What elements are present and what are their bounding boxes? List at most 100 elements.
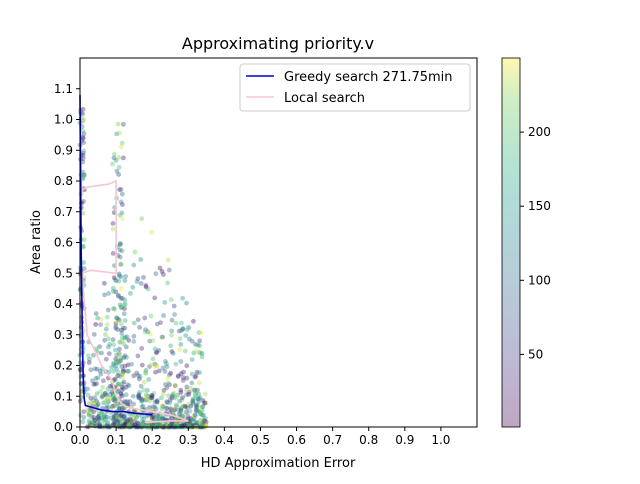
scatter-point xyxy=(166,393,171,399)
scatter-point xyxy=(168,422,174,428)
scatter-point xyxy=(119,248,125,254)
scatter-point xyxy=(127,422,133,428)
scatter-point xyxy=(85,386,90,392)
scatter-point xyxy=(88,420,94,426)
scatter-point xyxy=(128,417,134,423)
scatter-point xyxy=(186,325,192,330)
scatter-point xyxy=(137,325,143,330)
scatter-point xyxy=(143,370,148,375)
scatter-point xyxy=(155,414,161,420)
scatter-point xyxy=(178,408,184,414)
scatter-point xyxy=(170,351,176,356)
scatter-point xyxy=(135,353,141,359)
scatter-point xyxy=(151,422,157,427)
scatter-point xyxy=(194,420,200,426)
scatter-point xyxy=(117,406,122,411)
scatter-point xyxy=(149,395,154,401)
scatter-point xyxy=(143,283,149,288)
scatter-point xyxy=(147,331,153,337)
scatter-point xyxy=(198,411,203,417)
scatter-point xyxy=(199,412,205,418)
scatter-point xyxy=(194,403,200,409)
scatter-point xyxy=(107,424,112,429)
scatter-point xyxy=(192,387,198,393)
scatter-point xyxy=(121,341,126,347)
scatter-point xyxy=(190,400,196,406)
y-tick-label: 0.5 xyxy=(54,266,73,280)
scatter-point xyxy=(148,313,154,319)
scatter-point xyxy=(203,416,208,421)
scatter-point xyxy=(106,399,111,405)
scatter-point xyxy=(110,161,115,167)
scatter-point xyxy=(119,387,125,393)
scatter-point xyxy=(144,396,150,402)
scatter-point xyxy=(81,199,86,204)
scatter-point xyxy=(203,400,209,406)
scatter-point xyxy=(87,407,93,412)
scatter-point xyxy=(91,381,97,387)
scatter-point xyxy=(140,421,146,426)
scatter-point xyxy=(181,411,187,417)
scatter-point xyxy=(190,396,196,401)
scatter-point xyxy=(113,363,118,369)
scatter-point xyxy=(104,403,110,409)
scatter-point xyxy=(131,408,137,414)
scatter-point xyxy=(193,424,199,429)
scatter-point xyxy=(101,392,107,397)
scatter-point xyxy=(173,422,179,428)
scatter-point xyxy=(125,362,131,368)
scatter-point xyxy=(171,407,177,413)
scatter-point xyxy=(156,416,162,422)
scatter-point xyxy=(116,164,122,170)
scatter-point xyxy=(118,241,123,247)
scatter-point xyxy=(155,414,161,419)
scatter-point xyxy=(114,315,120,321)
scatter-point xyxy=(117,242,123,248)
scatter-point xyxy=(97,415,103,421)
scatter-point xyxy=(124,420,130,425)
x-tick-label: 0.7 xyxy=(323,433,342,447)
scatter-point xyxy=(143,368,149,373)
scatter-point xyxy=(122,335,128,341)
scatter-point xyxy=(194,369,200,375)
scatter-point xyxy=(105,405,111,411)
scatter-point xyxy=(117,247,123,253)
legend-label-local-search: Local search xyxy=(284,91,365,106)
y-tick-label: 1.0 xyxy=(54,113,73,127)
scatter-point xyxy=(191,388,197,393)
scatter-point xyxy=(191,422,197,428)
scatter-point xyxy=(113,157,119,163)
scatter-point xyxy=(105,398,111,404)
scatter-point xyxy=(122,413,128,418)
scatter-point xyxy=(171,303,177,309)
scatter-point xyxy=(116,351,122,356)
scatter-point xyxy=(126,419,131,425)
scatter-point xyxy=(120,295,125,301)
scatter-point xyxy=(112,277,118,283)
scatter-point xyxy=(190,399,196,404)
scatter-point xyxy=(87,422,93,427)
scatter-point xyxy=(182,403,188,409)
scatter-point xyxy=(121,369,127,374)
scatter-point xyxy=(99,410,104,416)
scatter-point xyxy=(178,424,184,429)
scatter-point xyxy=(114,414,120,419)
scatter-point xyxy=(91,352,96,358)
scatter-point xyxy=(110,337,116,343)
scatter-point xyxy=(142,397,148,403)
scatter-point xyxy=(81,409,87,415)
scatter-point xyxy=(195,408,201,414)
scatter-point xyxy=(86,411,92,417)
scatter-point xyxy=(160,391,166,397)
scatter-point xyxy=(112,419,118,425)
scatter-point xyxy=(115,420,120,426)
scatter-point xyxy=(110,397,116,403)
scatter-point xyxy=(97,422,102,428)
scatter-point xyxy=(107,392,113,397)
scatter-point xyxy=(160,334,165,340)
scatter-point xyxy=(134,421,140,427)
scatter-point xyxy=(129,421,135,427)
scatter-point xyxy=(179,320,184,326)
scatter-point xyxy=(161,388,167,393)
